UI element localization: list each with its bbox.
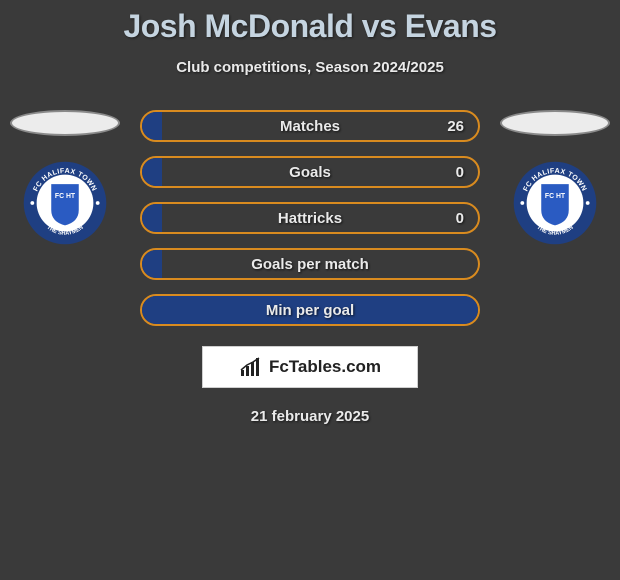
stat-fill [142, 112, 162, 140]
stat-label: Matches [280, 118, 340, 135]
stat-value: 0 [456, 210, 464, 227]
right-club-crest: FC HT FC HALIFAX TOWN THE SHAYMEN [512, 160, 598, 246]
left-ellipse-shape [10, 110, 120, 136]
stat-label: Goals per match [251, 256, 369, 273]
stat-bar: Matches 26 [140, 110, 480, 142]
crest-initials: FC HT [545, 193, 566, 200]
stat-label: Min per goal [266, 302, 354, 319]
date-line: 21 february 2025 [0, 408, 620, 425]
stat-label: Goals [289, 164, 331, 181]
comparison-widget: Josh McDonald vs Evans Club competitions… [0, 0, 620, 425]
stat-bar: Min per goal [140, 294, 480, 326]
brand-chart-icon [239, 356, 265, 378]
stat-label: Hattricks [278, 210, 342, 227]
brand-text: FcTables.com [269, 357, 381, 377]
right-ellipse-shape [500, 110, 610, 136]
stat-bar: Goals per match [140, 248, 480, 280]
right-column: FC HT FC HALIFAX TOWN THE SHAYMEN [500, 110, 610, 246]
stat-fill [142, 204, 162, 232]
stat-fill [142, 158, 162, 186]
stats-column: Matches 26 Goals 0 Hattricks 0 Goals per match… [140, 110, 480, 326]
stat-bar: Goals 0 [140, 156, 480, 188]
stat-value: 26 [447, 118, 464, 135]
stat-value: 0 [456, 164, 464, 181]
main-row: FC HT FC HALIFAX TOWN THE SHAYMEN Matche… [0, 110, 620, 326]
stat-bar: Hattricks 0 [140, 202, 480, 234]
page-subtitle: Club competitions, Season 2024/2025 [0, 59, 620, 76]
left-column: FC HT FC HALIFAX TOWN THE SHAYMEN [10, 110, 120, 246]
svg-text:FC HT: FC HT [55, 193, 76, 200]
svg-text:FC HT: FC HT [545, 193, 566, 200]
brand-box[interactable]: FcTables.com [202, 346, 418, 388]
stat-fill [142, 250, 162, 278]
crest-initials: FC HT [55, 193, 76, 200]
left-club-crest: FC HT FC HALIFAX TOWN THE SHAYMEN [22, 160, 108, 246]
page-title: Josh McDonald vs Evans [0, 8, 620, 45]
